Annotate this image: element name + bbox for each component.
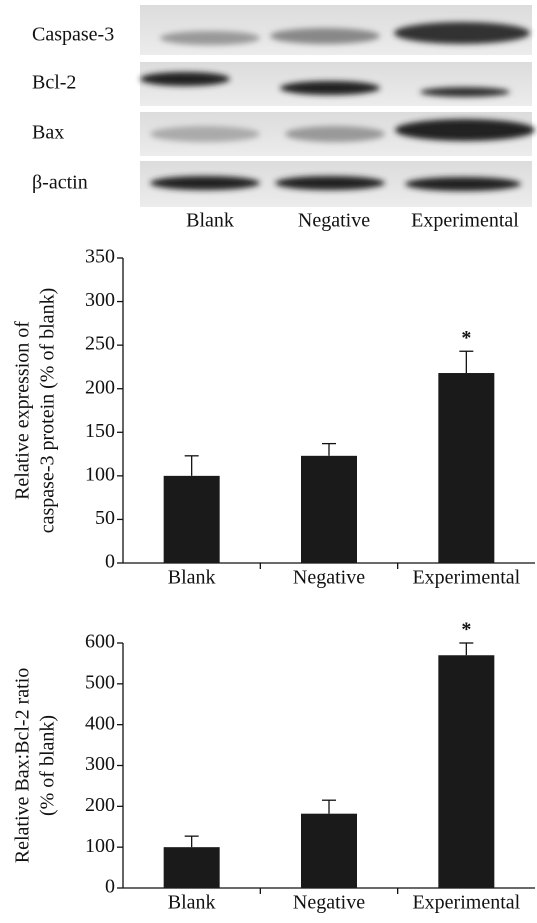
x-tick-label: Experimental: [412, 892, 520, 914]
blot-row-label: β-actin: [32, 172, 88, 194]
blot-lane-label: Blank: [186, 210, 234, 232]
bar: [301, 456, 357, 563]
blot-row-label: Bax: [32, 122, 64, 144]
y-tick-label: 300: [85, 753, 115, 775]
band: [150, 176, 260, 190]
blot-row-label: Bcl-2: [32, 72, 76, 94]
y-tick-label: 0: [105, 876, 115, 898]
band: [394, 22, 530, 44]
y-tick-label: 0: [105, 551, 115, 573]
y-axis-label: caspase-3 protein (% of blank): [37, 288, 59, 533]
band: [270, 28, 380, 44]
error-bar: [185, 836, 199, 847]
y-tick-label: 500: [85, 671, 115, 693]
band: [160, 31, 260, 45]
y-tick-label: 400: [85, 712, 115, 734]
error-bar: [459, 351, 473, 373]
y-axis-label: (% of blank): [37, 715, 59, 816]
y-tick-label: 300: [85, 289, 115, 311]
x-tick-label: Experimental: [412, 567, 520, 589]
y-tick-label: 600: [85, 631, 115, 653]
blot-lane-label: Experimental: [411, 210, 519, 232]
band: [285, 126, 385, 142]
y-tick-label: 50: [95, 507, 115, 529]
bar: [164, 847, 220, 888]
error-bar: [322, 444, 336, 456]
y-axis-label: Relative expression of: [12, 321, 34, 500]
band: [420, 87, 510, 97]
band: [280, 81, 380, 95]
bar: [438, 373, 494, 563]
y-tick-label: 150: [85, 420, 115, 442]
figure: Caspase-3 Bcl-2 Bax β-actin Blank Negati…: [0, 0, 537, 923]
bar: [438, 655, 494, 888]
error-bar: [459, 643, 473, 655]
x-tick-label: Blank: [168, 567, 216, 589]
bar: [164, 476, 220, 563]
y-tick-label: 100: [85, 463, 115, 485]
annotation: *: [461, 327, 471, 349]
band: [275, 176, 385, 190]
x-tick-label: Blank: [168, 892, 216, 914]
y-tick-label: 100: [85, 835, 115, 857]
y-tick-label: 350: [85, 246, 115, 268]
band: [140, 72, 230, 86]
bar: [301, 814, 357, 888]
blot-panel: Caspase-3 Bcl-2 Bax β-actin Blank Negati…: [32, 5, 535, 232]
error-bar: [185, 456, 199, 476]
blot-lane-label: Negative: [298, 210, 370, 232]
error-bar: [322, 800, 336, 813]
x-tick-label: Negative: [293, 567, 365, 589]
band: [405, 177, 521, 191]
x-tick-label: Negative: [293, 892, 365, 914]
band: [150, 126, 260, 142]
blot-row-label: Caspase-3: [32, 24, 114, 46]
y-tick-label: 200: [85, 376, 115, 398]
y-tick-label: 250: [85, 333, 115, 355]
y-tick-label: 200: [85, 794, 115, 816]
band: [395, 119, 535, 141]
annotation: *: [461, 619, 471, 641]
y-axis-label: Relative Bax:Bcl-2 ratio: [12, 668, 34, 864]
